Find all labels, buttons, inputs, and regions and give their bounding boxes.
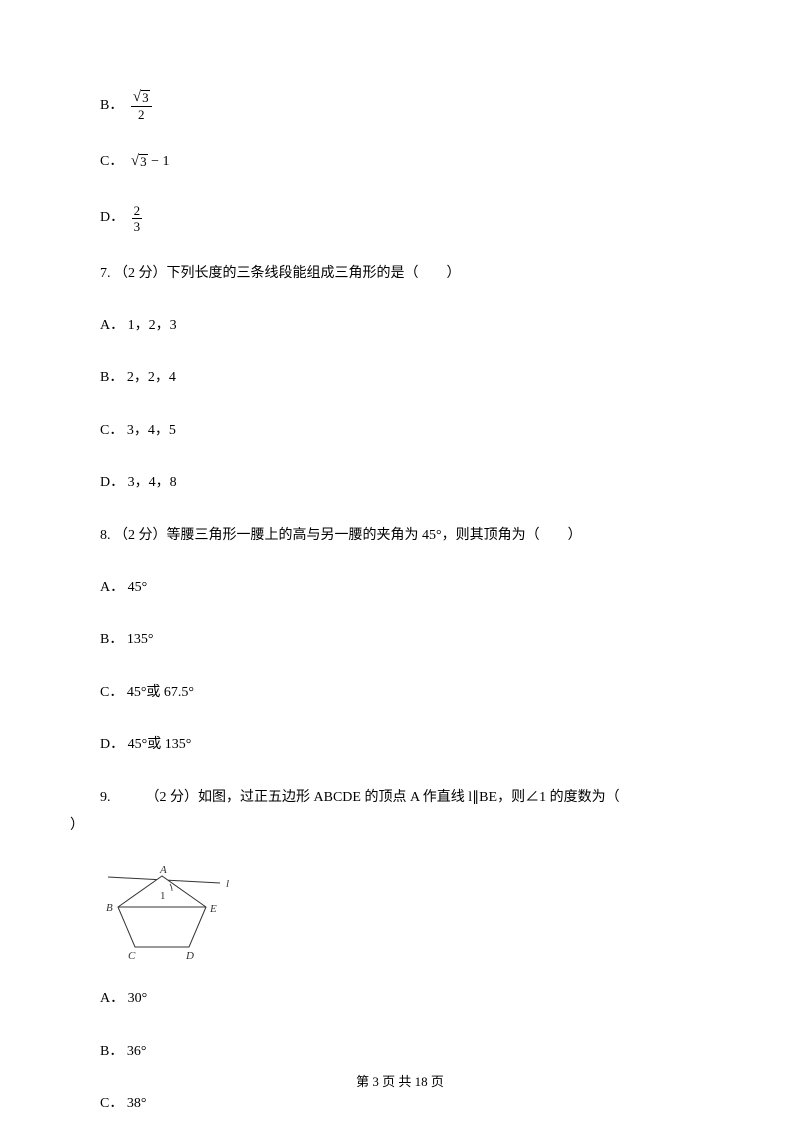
option-letter: C． — [100, 154, 123, 169]
q8-option-b: B． 135° — [100, 629, 690, 651]
q9-option-a: A． 30° — [100, 988, 690, 1010]
q8-option-d: D． 45°或 135° — [100, 734, 690, 756]
q6-option-c: C． √3 − 1 — [100, 151, 690, 173]
q7-option-c: C． 3，4，5 — [100, 420, 690, 442]
fraction-2-over-3: 2 3 — [132, 204, 143, 233]
minus-one: − 1 — [148, 154, 170, 169]
q9-close-paren: ） — [70, 815, 690, 837]
option-letter: D． — [100, 210, 124, 225]
q8-option-c: C． 45°或 67.5° — [100, 682, 690, 704]
svg-text:E: E — [209, 903, 217, 915]
sqrt3: √3 — [131, 154, 148, 169]
option-letter: B． — [100, 98, 123, 113]
svg-text:l: l — [226, 878, 229, 890]
q6-option-d: D． 2 3 — [100, 204, 690, 233]
svg-text:D: D — [185, 950, 194, 961]
svg-text:C: C — [128, 950, 136, 961]
q6-option-b: B． √3 2 — [100, 90, 690, 121]
q7-stem: 7. （2 分）下列长度的三条线段能组成三角形的是（ ） — [100, 263, 690, 285]
pentagon-figure: A B E C D l 1 — [100, 861, 690, 966]
q7-option-d: D． 3，4，8 — [100, 472, 690, 494]
q8-stem: 8. （2 分）等腰三角形一腰上的高与另一腰的夹角为 45°，则其顶角为（ ） — [100, 525, 690, 547]
q9-option-b: B． 36° — [100, 1041, 690, 1063]
svg-text:A: A — [159, 864, 167, 876]
svg-text:1: 1 — [160, 890, 166, 902]
q7-option-b: B． 2，2，4 — [100, 367, 690, 389]
svg-text:B: B — [106, 902, 113, 914]
q8-option-a: A． 45° — [100, 577, 690, 599]
q7-option-a: A． 1，2，3 — [100, 315, 690, 337]
page-footer: 第 3 页 共 18 页 — [0, 1071, 800, 1090]
q9-option-c: C． 38° — [100, 1093, 690, 1115]
fraction-sqrt3-over-2: √3 2 — [131, 90, 152, 121]
q9-stem: 9. （2 分）如图，过正五边形 ABCDE 的顶点 A 作直线 l∥BE，则∠… — [100, 787, 690, 809]
